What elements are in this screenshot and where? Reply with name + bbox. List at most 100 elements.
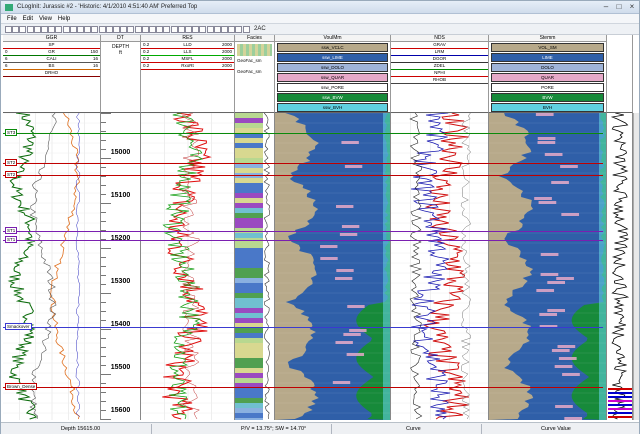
toolbar-tool-icon[interactable] <box>19 26 27 33</box>
track-header-res[interactable]: RES 0.2 LLD 2000 0.2 LLS 2000 0.2 MSFL 2000 0.2 Rx… <box>141 35 235 113</box>
toolbar-tool-icon[interactable] <box>170 26 178 33</box>
toolbar-tool-icon[interactable] <box>192 26 200 33</box>
menu-help[interactable]: Help <box>57 16 71 22</box>
track-header-extra[interactable] <box>607 35 633 113</box>
toolbar-tool-icon[interactable] <box>149 26 156 33</box>
track-header-vol2[interactable]: Stemm VOL_SM LIME DOLO QUAR PORE BVW BVH <box>489 35 607 113</box>
facies-band <box>235 343 263 348</box>
toolbar-tool-icon[interactable] <box>213 26 221 33</box>
toolbar-tool-icon[interactable] <box>206 26 214 33</box>
toolbar-tool-icon[interactable] <box>242 26 250 33</box>
track-res[interactable] <box>141 113 235 420</box>
track-depth[interactable]: 15000 15100 15200 15300 15400 15500 15600 <box>101 113 141 420</box>
fill-legend[interactable]: ssw_LIME <box>277 53 388 62</box>
toolbar-tool-icon[interactable] <box>91 26 99 33</box>
toolbar-tool-icon[interactable] <box>185 26 192 33</box>
toolbar-tool-icon[interactable] <box>55 26 63 33</box>
curve-header[interactable]: DGOR <box>391 56 488 63</box>
track-vol1[interactable] <box>275 113 391 420</box>
fill-legend[interactable]: ssw_VCLC <box>277 43 388 52</box>
depth-tick <box>101 302 106 303</box>
fill-legend[interactable]: BVH <box>491 103 604 112</box>
toolbar-tool-icon[interactable] <box>120 26 128 33</box>
curve-header[interactable]: SP <box>3 42 100 49</box>
track-header-vol1[interactable]: VoulMm ssw_VCLC ssw_LIME ssw_DOLO ssw_QUAR s… <box>275 35 391 113</box>
close-button[interactable]: × <box>629 2 635 11</box>
facies-band <box>235 183 263 188</box>
toolbar-tool-icon[interactable] <box>48 26 56 33</box>
fill-legend[interactable]: ssw_PORE <box>277 83 388 92</box>
fill-legend[interactable]: ssw_QUAR <box>277 73 388 82</box>
quartz-fill <box>320 245 338 248</box>
facies-band <box>235 193 263 198</box>
toolbar-tool-icon[interactable] <box>12 26 20 33</box>
curve-header[interactable]: 0.2 LLS 2000 <box>141 49 234 56</box>
menu-file[interactable]: File <box>7 16 17 22</box>
toolbar-tool-icon[interactable] <box>199 26 207 33</box>
toolbar-tool-icon[interactable] <box>134 26 142 33</box>
curve-header[interactable]: 0.2 MSFL 2000 <box>141 56 234 63</box>
toolbar-tool-icon[interactable] <box>163 26 171 33</box>
track-gr[interactable] <box>3 113 101 420</box>
depth-label: 15300 <box>110 278 131 285</box>
menu-edit[interactable]: Edit <box>22 16 34 22</box>
fill-legend[interactable]: ssw_BVH <box>277 103 388 112</box>
toolbar-tool-icon[interactable] <box>26 26 34 33</box>
menu-view[interactable]: View <box>39 16 52 22</box>
fill-legend[interactable]: VOL_SM <box>491 43 604 52</box>
curve-header[interactable]: 0.2 LLD 2000 <box>141 42 234 49</box>
curve-name: LLD <box>183 42 192 47</box>
toolbar-tool-icon[interactable] <box>84 26 92 33</box>
track-header-gr[interactable]: GGR SP 0 GR 150 6 CALI 16 6 BS 16 DRHO <box>3 35 101 113</box>
curve-header[interactable]: DRHO <box>3 70 100 77</box>
fill-legend[interactable]: ssw_BVW <box>277 93 388 102</box>
curve-header[interactable]: RHOB <box>391 77 488 84</box>
curve-header[interactable]: 6 CALI 16 <box>3 56 100 63</box>
curve-header[interactable]: 0.2 RxoRt 2000 <box>141 63 234 70</box>
toolbar-tool-icon[interactable] <box>113 26 120 33</box>
toolbar-tool-icon[interactable] <box>127 26 135 33</box>
toolbar-tool-icon[interactable] <box>228 26 236 33</box>
toolbar-tool-icon[interactable] <box>98 26 106 33</box>
toolbar-tool-icon[interactable] <box>69 26 77 33</box>
minimize-button[interactable]: – <box>603 2 609 11</box>
fill-legend[interactable]: PORE <box>491 83 604 92</box>
track-header-facies[interactable]: Facies GeoFac_sm GeoFac_sm <box>235 35 275 113</box>
curve-header[interactable]: 6 BS 16 <box>3 63 100 70</box>
track-extra[interactable] <box>607 113 633 420</box>
fill-legend[interactable]: ssw_DOLO <box>277 63 388 72</box>
fill-legend[interactable]: LIME <box>491 53 604 62</box>
fill-legend[interactable]: QUAR <box>491 73 604 82</box>
toolbar-tool-icon[interactable] <box>5 26 12 33</box>
toolbar-tool-icon[interactable] <box>41 26 48 33</box>
log-curve <box>181 113 201 420</box>
toolbar-tool-icon[interactable] <box>77 26 84 33</box>
facies-band <box>235 418 263 420</box>
toolbar-tool-icon[interactable] <box>33 26 41 33</box>
fill-legend[interactable]: DOLO <box>491 63 604 72</box>
curve-header[interactable]: GRAV <box>391 42 488 49</box>
curve-header[interactable]: ZDEL <box>391 63 488 70</box>
toolbar-tool-icon[interactable] <box>105 26 113 33</box>
toolbar-tool-icon[interactable] <box>177 26 185 33</box>
log-curve <box>610 113 630 420</box>
track-header-depth[interactable]: DT DEPTH ft <box>101 35 141 113</box>
facies-band <box>235 138 263 143</box>
vertical-scrollbar[interactable] <box>633 113 639 420</box>
curve-header[interactable]: 0 GR 150 <box>3 49 100 56</box>
maximize-button[interactable]: □ <box>616 2 622 11</box>
track-facies[interactable] <box>235 113 275 420</box>
toolbar-tool-icon[interactable] <box>141 26 149 33</box>
quartz-fill <box>557 345 576 348</box>
toolbar-tool-icon[interactable] <box>62 26 70 33</box>
fill-legend[interactable]: BVW <box>491 93 604 102</box>
track-nds[interactable] <box>391 113 489 420</box>
toolbar-tool-icon[interactable] <box>235 26 243 33</box>
toolbar-tool-icon[interactable] <box>221 26 228 33</box>
track-vol2[interactable] <box>489 113 607 420</box>
curve-header[interactable]: LRM <box>391 49 488 56</box>
facies-band <box>235 318 263 323</box>
toolbar-tool-icon[interactable] <box>156 26 164 33</box>
track-header-nds[interactable]: NDS GRAV LRM DGOR ZDEL NPHI RHOB <box>391 35 489 113</box>
curve-header[interactable]: NPHI <box>391 70 488 77</box>
